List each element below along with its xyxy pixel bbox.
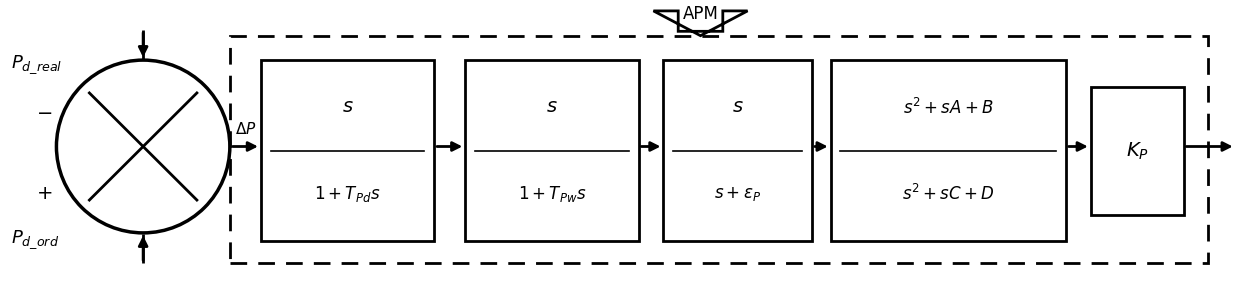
Text: $\Delta P$: $\Delta P$ xyxy=(234,121,257,137)
Text: $K_P$: $K_P$ xyxy=(1126,140,1148,161)
Bar xyxy=(1091,87,1183,215)
Text: $s^2+sA+B$: $s^2+sA+B$ xyxy=(903,98,993,117)
Text: $s$: $s$ xyxy=(342,98,353,117)
Text: $-$: $-$ xyxy=(36,103,53,121)
Text: APM: APM xyxy=(682,5,718,23)
Bar xyxy=(663,60,812,241)
Polygon shape xyxy=(653,11,748,36)
Text: $+$: $+$ xyxy=(36,185,53,203)
Text: $s+\varepsilon_P$: $s+\varepsilon_P$ xyxy=(714,185,761,203)
Text: $s$: $s$ xyxy=(732,98,744,117)
Text: $P_{d\_real}$: $P_{d\_real}$ xyxy=(11,54,62,76)
Bar xyxy=(229,36,1208,263)
Bar xyxy=(465,60,639,241)
Text: $s^2+sC+D$: $s^2+sC+D$ xyxy=(901,184,994,204)
Text: $s$: $s$ xyxy=(546,98,558,117)
Text: $1+T_{Pw}s$: $1+T_{Pw}s$ xyxy=(517,184,587,204)
Bar xyxy=(831,60,1066,241)
Bar xyxy=(260,60,434,241)
Text: $1+T_{Pd}s$: $1+T_{Pd}s$ xyxy=(314,184,381,204)
Text: $P_{d\_ord}$: $P_{d\_ord}$ xyxy=(11,229,58,251)
